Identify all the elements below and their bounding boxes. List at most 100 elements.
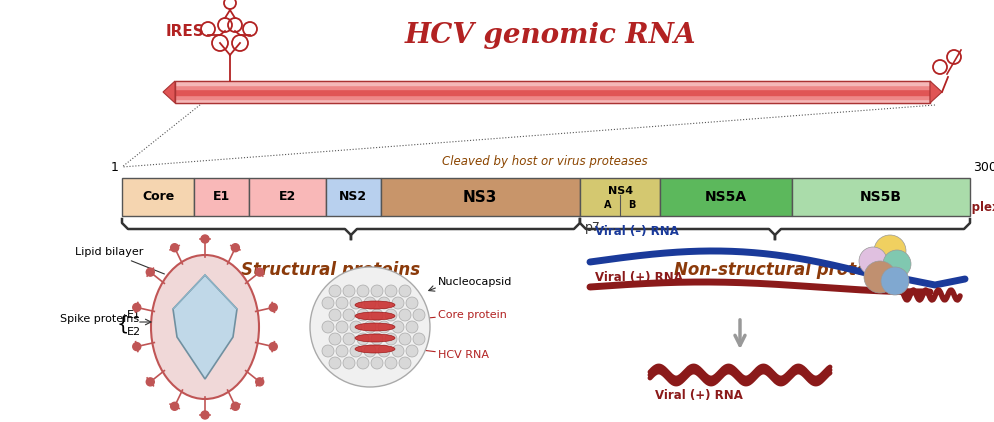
Ellipse shape — [355, 323, 395, 331]
Circle shape — [859, 247, 887, 275]
Circle shape — [385, 309, 397, 321]
Text: E2: E2 — [278, 190, 296, 203]
Bar — [194, 178, 249, 216]
Text: E1: E1 — [213, 190, 231, 203]
Circle shape — [343, 333, 355, 345]
Text: E2: E2 — [127, 327, 141, 337]
Circle shape — [310, 267, 430, 387]
Circle shape — [343, 285, 355, 297]
Bar — [249, 178, 325, 216]
Circle shape — [357, 285, 369, 297]
Bar — [175, 81, 930, 103]
Text: Viral (+) RNA: Viral (+) RNA — [655, 389, 743, 401]
Circle shape — [385, 357, 397, 369]
Text: HCV RNA: HCV RNA — [438, 350, 489, 360]
Text: HCV genomic RNA: HCV genomic RNA — [405, 22, 696, 49]
Circle shape — [343, 357, 355, 369]
Text: Non-structural proteins: Non-structural proteins — [675, 261, 896, 279]
Circle shape — [399, 357, 411, 369]
Circle shape — [336, 345, 348, 357]
Text: Nucleocapsid: Nucleocapsid — [438, 277, 512, 287]
Text: NS4: NS4 — [607, 186, 633, 196]
Circle shape — [874, 235, 906, 267]
Text: Virus replication complex: Virus replication complex — [831, 200, 994, 214]
Text: p7: p7 — [584, 221, 600, 233]
Text: Viral (+) RNA: Viral (+) RNA — [595, 271, 683, 284]
Circle shape — [171, 244, 179, 252]
Circle shape — [364, 345, 376, 357]
Circle shape — [364, 297, 376, 309]
Ellipse shape — [151, 255, 259, 399]
Circle shape — [146, 378, 154, 386]
Text: NS2: NS2 — [339, 190, 367, 203]
Text: IRES: IRES — [166, 24, 205, 40]
Circle shape — [378, 297, 390, 309]
Circle shape — [201, 411, 209, 419]
Text: Cleaved by host or virus proteases: Cleaved by host or virus proteases — [442, 155, 648, 168]
Text: NS3: NS3 — [463, 189, 497, 205]
Ellipse shape — [355, 345, 395, 353]
Bar — [122, 178, 194, 216]
Circle shape — [350, 321, 362, 333]
Circle shape — [413, 333, 425, 345]
Circle shape — [357, 333, 369, 345]
Bar — [175, 81, 930, 85]
Circle shape — [371, 357, 383, 369]
Circle shape — [364, 321, 376, 333]
Bar — [381, 178, 580, 216]
Ellipse shape — [355, 301, 395, 309]
Bar — [175, 85, 930, 89]
Circle shape — [385, 333, 397, 345]
Circle shape — [329, 333, 341, 345]
Circle shape — [146, 268, 154, 276]
Circle shape — [371, 333, 383, 345]
Circle shape — [133, 343, 141, 351]
Polygon shape — [173, 275, 237, 379]
Circle shape — [336, 321, 348, 333]
Text: Structural proteins: Structural proteins — [242, 261, 420, 279]
Text: NS5A: NS5A — [705, 190, 747, 204]
Circle shape — [406, 321, 418, 333]
Circle shape — [171, 402, 179, 410]
Circle shape — [232, 402, 240, 410]
Text: Core: Core — [142, 190, 174, 203]
Circle shape — [399, 333, 411, 345]
Circle shape — [392, 321, 404, 333]
Text: 1: 1 — [111, 161, 119, 174]
Circle shape — [371, 309, 383, 321]
Circle shape — [371, 285, 383, 297]
Ellipse shape — [355, 334, 395, 342]
Bar — [660, 178, 792, 216]
Circle shape — [357, 309, 369, 321]
Polygon shape — [930, 81, 942, 103]
Circle shape — [322, 345, 334, 357]
Circle shape — [392, 345, 404, 357]
Circle shape — [378, 345, 390, 357]
Text: Lipid bilayer: Lipid bilayer — [75, 247, 164, 274]
Circle shape — [269, 343, 277, 351]
Text: NS5B: NS5B — [860, 190, 902, 204]
Circle shape — [413, 309, 425, 321]
Circle shape — [406, 297, 418, 309]
Circle shape — [336, 297, 348, 309]
Circle shape — [385, 285, 397, 297]
Circle shape — [133, 303, 141, 311]
Bar — [175, 95, 930, 99]
Text: A: A — [604, 200, 612, 210]
Circle shape — [392, 297, 404, 309]
Bar — [580, 178, 660, 216]
Circle shape — [883, 250, 911, 278]
Circle shape — [322, 297, 334, 309]
Text: B: B — [628, 200, 636, 210]
Circle shape — [329, 357, 341, 369]
Circle shape — [201, 235, 209, 243]
Circle shape — [269, 303, 277, 311]
Circle shape — [350, 345, 362, 357]
Circle shape — [350, 297, 362, 309]
Bar — [792, 178, 970, 216]
Text: E1: E1 — [127, 310, 141, 320]
Text: Core protein: Core protein — [438, 310, 507, 320]
Circle shape — [232, 244, 240, 252]
Circle shape — [864, 261, 896, 293]
Circle shape — [322, 321, 334, 333]
